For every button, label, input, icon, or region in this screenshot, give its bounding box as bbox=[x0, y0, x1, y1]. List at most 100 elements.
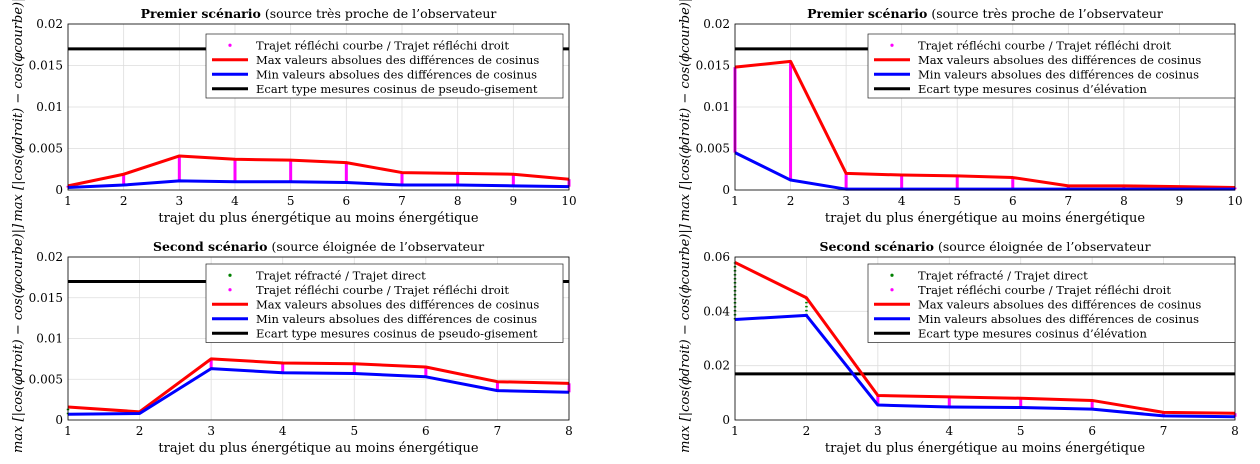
legend-label: Min valeurs absolues des différences de … bbox=[256, 312, 537, 326]
series-min bbox=[734, 151, 1235, 191]
legend-marker-reflected bbox=[228, 43, 232, 47]
y-axis-label: max [|cos(φdroit) − cos(φcourbe)|] bbox=[11, 0, 26, 222]
tick-label-x: 7 bbox=[494, 424, 502, 438]
legend-marker-refracted bbox=[890, 273, 894, 277]
axes-box bbox=[67, 23, 570, 191]
tick-label-y: 0 bbox=[55, 413, 63, 427]
tick-label-x: 2 bbox=[787, 194, 795, 208]
tick-label-x: 8 bbox=[454, 194, 462, 208]
legend-box bbox=[867, 263, 1236, 343]
x-axis-label: trajet du plus énergétique au moins éner… bbox=[158, 211, 478, 226]
tick-label-x: 4 bbox=[231, 194, 239, 208]
x-axis-label: trajet du plus énergétique au moins éner… bbox=[825, 211, 1145, 226]
series-max bbox=[67, 154, 570, 188]
chart-title: Second scénario (source éloignée de l’ob… bbox=[153, 239, 484, 254]
tick-label-x: 4 bbox=[898, 194, 906, 208]
legend: Trajet réfléchi courbe / Trajet réfléchi… bbox=[205, 33, 564, 99]
tick-label-x: 6 bbox=[1009, 194, 1017, 208]
chart-title: Second scénario (source éloignée de l’ob… bbox=[819, 239, 1150, 254]
chart-1: 1 2 3 4 5 6 7 8 9 10 0 0.005 0.01 0.015 0.02 Premier sc… bbox=[11, 0, 577, 226]
legend-label: Max valeurs absolues des différences de … bbox=[256, 53, 539, 67]
series-min bbox=[734, 313, 1236, 419]
tick-label-x: 1 bbox=[64, 424, 72, 438]
tick-label-x: 5 bbox=[1017, 424, 1025, 438]
tick-label-y: 0.06 bbox=[703, 250, 730, 264]
tick-label-y: 0.04 bbox=[703, 304, 730, 318]
y-axis-label: max [|cos(φdroit) − cos(φcourbe)|] bbox=[11, 223, 26, 453]
tick-label-y: 0.02 bbox=[36, 17, 63, 31]
chart-title: Premier scénario (source très proche de … bbox=[141, 6, 497, 21]
axes-box bbox=[67, 256, 570, 421]
tick-label-y: 0.01 bbox=[36, 100, 63, 114]
tick-label-y: 0.015 bbox=[696, 59, 730, 73]
tick-label-x: 10 bbox=[561, 194, 576, 208]
tick-label-x: 3 bbox=[874, 424, 882, 438]
series-min bbox=[67, 367, 570, 416]
legend-label: Max valeurs absolues des différences de … bbox=[918, 297, 1201, 311]
legend-label: Trajet réfléchi courbe / Trajet réfléchi… bbox=[918, 38, 1171, 52]
tick-label-x: 4 bbox=[945, 424, 953, 438]
tick-label-y: 0.01 bbox=[36, 332, 63, 346]
y-axis-label: max [|cos(ϕdroit) − cos(ϕcourbe)|] bbox=[678, 0, 693, 221]
legend-label: Trajet réfracté / Trajet direct bbox=[918, 268, 1088, 282]
tick-label-y: 0.01 bbox=[703, 100, 730, 114]
tick-label-y: 0.005 bbox=[29, 372, 63, 386]
legend-label: Min valeurs absolues des différences de … bbox=[918, 312, 1199, 326]
tick-label-x: 6 bbox=[343, 194, 351, 208]
series-max bbox=[734, 261, 1236, 415]
y-axis-label: max [|cos(ϕdroit) − cos(ϕcourbe)|] bbox=[678, 223, 693, 453]
chart-4: 1 2 3 4 5 6 7 8 0 0.02 0.04 0.06 Second scénario (so… bbox=[678, 223, 1239, 456]
legend-label: Ecart type mesures cosinus de pseudo-gis… bbox=[256, 326, 538, 340]
tick-label-x: 2 bbox=[136, 424, 144, 438]
legend-box bbox=[205, 263, 564, 343]
legend-label: Trajet réfléchi courbe / Trajet réfléchi… bbox=[256, 283, 509, 297]
tick-label-x: 7 bbox=[1160, 424, 1168, 438]
tick-label-x: 10 bbox=[1227, 194, 1242, 208]
tick-label-x: 4 bbox=[279, 424, 287, 438]
tick-label-x: 6 bbox=[422, 424, 430, 438]
legend-label: Trajet réfléchi courbe / Trajet réfléchi… bbox=[256, 38, 509, 52]
tick-label-x: 5 bbox=[287, 194, 295, 208]
axes-box bbox=[734, 23, 1236, 191]
tick-label-y: 0 bbox=[722, 183, 730, 197]
tick-label-x: 3 bbox=[176, 194, 184, 208]
tick-label-y: 0.02 bbox=[703, 17, 730, 31]
legend: Trajet réfléchi courbe / Trajet réfléchi… bbox=[867, 33, 1236, 99]
tick-label-x: 1 bbox=[731, 194, 739, 208]
legend-marker-refracted bbox=[228, 273, 232, 277]
tick-label-y: 0.005 bbox=[696, 142, 730, 156]
tick-label-y: 0 bbox=[722, 413, 730, 427]
legend-marker-reflected bbox=[890, 43, 894, 47]
series-min bbox=[67, 179, 570, 190]
legend-marker-reflected bbox=[228, 288, 232, 292]
chart-3: 1 2 3 4 5 6 7 8 0 0.005 0.01 0.015 0.02 Second scénar… bbox=[11, 223, 573, 456]
legend-label: Trajet réfracté / Trajet direct bbox=[256, 268, 426, 282]
tick-label-x: 5 bbox=[953, 194, 961, 208]
legend-label: Min valeurs absolues des différences de … bbox=[256, 67, 537, 81]
tick-label-x: 2 bbox=[803, 424, 811, 438]
tick-label-x: 9 bbox=[510, 194, 518, 208]
series-max bbox=[67, 357, 570, 414]
legend-label: Max valeurs absolues des différences de … bbox=[256, 297, 539, 311]
tick-label-x: 1 bbox=[731, 424, 739, 438]
legend-box bbox=[867, 33, 1236, 99]
legend-box bbox=[205, 33, 564, 99]
legend-label: Ecart type mesures cosinus d’élévation bbox=[918, 326, 1147, 340]
tick-label-y: 0.005 bbox=[29, 142, 63, 156]
tick-label-x: 9 bbox=[1176, 194, 1184, 208]
legend-label: Trajet réfléchi courbe / Trajet réfléchi… bbox=[918, 283, 1171, 297]
tick-label-x: 3 bbox=[207, 424, 215, 438]
tick-label-x: 8 bbox=[1120, 194, 1128, 208]
legend-label: Min valeurs absolues des différences de … bbox=[918, 67, 1199, 81]
legend-label: Ecart type mesures cosinus d’élévation bbox=[918, 82, 1147, 96]
x-axis-label: trajet du plus énergétique au moins éner… bbox=[825, 441, 1145, 456]
x-axis-label: trajet du plus énergétique au moins éner… bbox=[158, 441, 478, 456]
tick-label-y: 0.015 bbox=[29, 59, 63, 73]
tick-label-x: 7 bbox=[1065, 194, 1073, 208]
tick-label-x: 7 bbox=[398, 194, 406, 208]
legend-label: Max valeurs absolues des différences de … bbox=[918, 53, 1201, 67]
tick-label-x: 6 bbox=[1088, 424, 1096, 438]
tick-label-x: 8 bbox=[565, 424, 573, 438]
